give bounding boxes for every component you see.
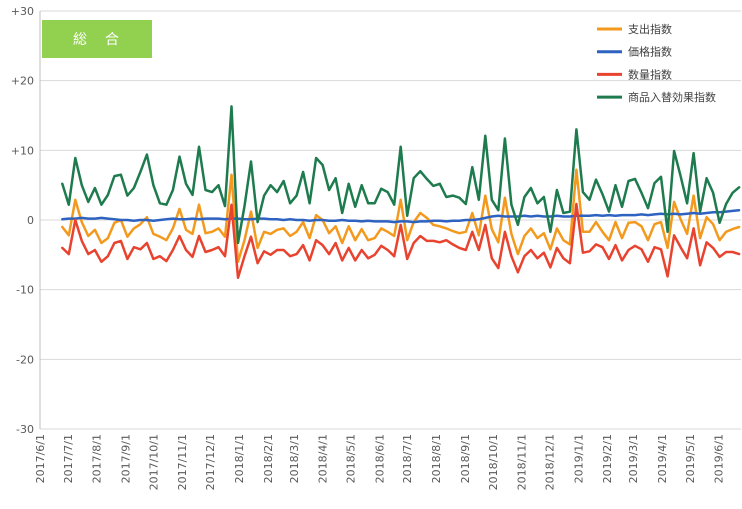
x-tick-label: 2018/12/1: [543, 434, 556, 490]
x-tick-label: 2018/1/1: [233, 434, 246, 483]
x-tick-label: 2017/8/1: [91, 434, 104, 483]
legend-item-4: 商品入替効果指数: [597, 90, 716, 104]
x-tick-label: 2017/9/1: [120, 434, 133, 483]
y-tick-label: 0: [27, 214, 34, 227]
y-tick-label: -10: [16, 284, 34, 297]
x-tick-label: 2018/7/1: [401, 434, 414, 483]
x-tick-label: 2019/6/1: [713, 434, 726, 483]
y-tick-label: +10: [11, 144, 34, 157]
legend-item-3: 数量指数: [597, 67, 672, 81]
x-tick-label: 2018/10/1: [487, 434, 500, 490]
series-line-4: [61, 105, 741, 245]
legend-label: 数量指数: [628, 67, 672, 81]
x-tick-label: 2018/4/1: [317, 434, 330, 483]
legend-label: 価格指数: [628, 45, 672, 59]
x-axis-tick-labels: 2017/6/1 2017/7/1 2017/8/1 2017/9/1 2017/10/…: [34, 434, 726, 490]
x-tick-label: 2018/8/1: [430, 434, 443, 483]
x-tick-label: 2017/6/1: [34, 434, 47, 483]
panel-label-text: 総 合: [73, 32, 121, 48]
x-tick-label: 2017/11/1: [176, 434, 189, 490]
x-tick-label: 2018/5/1: [345, 434, 358, 483]
x-tick-label: 2017/7/1: [62, 434, 75, 483]
y-tick-label: +30: [11, 5, 34, 18]
series-line-3: [61, 202, 741, 280]
x-tick-label: 2018/9/1: [459, 434, 472, 483]
legend-label: 商品入替効果指数: [628, 90, 716, 104]
x-tick-label: 2019/2/1: [601, 434, 614, 483]
x-tick-label: 2018/2/1: [262, 434, 275, 483]
panel-label-badge: 総 合: [42, 20, 152, 58]
x-tick-label: 2019/1/1: [572, 434, 585, 483]
panel-label-background: [42, 20, 152, 58]
legend-item-2: 価格指数: [597, 45, 672, 59]
x-tick-label: 2017/12/1: [204, 434, 217, 490]
series-line-2: [61, 208, 741, 224]
x-tick-label: 2018/11/1: [516, 434, 529, 490]
x-tick-label: 2018/3/1: [288, 434, 301, 483]
series-lines: [61, 105, 741, 280]
y-axis-tick-labels: +30 +20 +10 0 -10 -20 -30: [11, 5, 34, 436]
x-tick-label: 2019/5/1: [684, 434, 697, 483]
y-tick-label: -30: [16, 423, 34, 436]
legend-label: 支出指数: [628, 22, 672, 36]
x-tick-label: 2019/4/1: [656, 434, 669, 483]
legend-item-1: 支出指数: [597, 22, 672, 36]
x-tick-label: 2018/6/1: [373, 434, 386, 483]
y-tick-label: +20: [11, 75, 34, 88]
x-tick-label: 2019/3/1: [627, 434, 640, 483]
x-tick-label: 2017/10/1: [147, 434, 160, 490]
series-line-1: [61, 168, 741, 264]
y-tick-label: -20: [16, 353, 34, 366]
